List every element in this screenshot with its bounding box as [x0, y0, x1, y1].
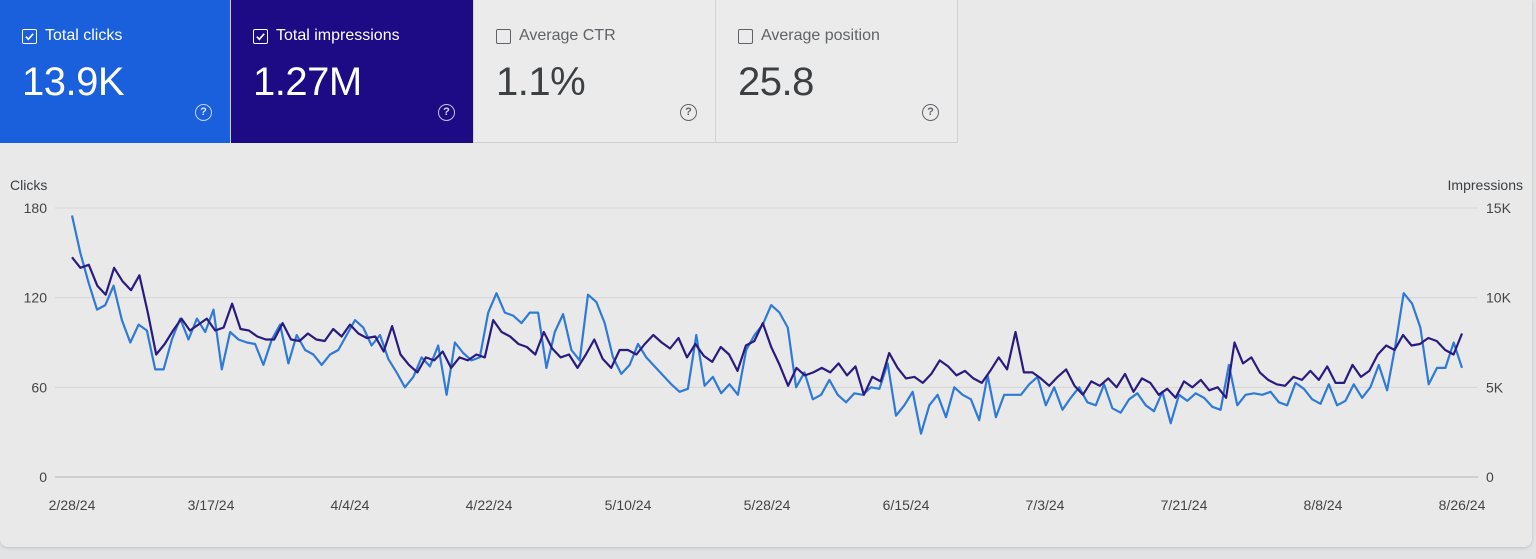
left-axis-tick: 60 [31, 379, 47, 395]
metric-card-average-ctr[interactable]: Average CTR 1.1% ? [474, 0, 716, 143]
x-axis-tick: 4/22/24 [466, 497, 513, 513]
help-icon[interactable]: ? [922, 104, 939, 121]
x-axis-tick: 5/10/24 [605, 497, 652, 513]
left-axis-tick: 0 [39, 469, 47, 485]
checkbox-total-impressions[interactable] [253, 28, 268, 44]
metric-value: 25.8 [738, 60, 814, 104]
checkbox-average-position[interactable] [738, 28, 753, 44]
metric-value: 13.9K [22, 60, 125, 104]
metric-value: 1.27M [253, 60, 362, 104]
help-icon[interactable]: ? [195, 104, 212, 121]
metric-label: Total impressions [276, 27, 400, 44]
metric-label: Average position [761, 27, 880, 44]
help-icon[interactable]: ? [438, 104, 455, 121]
metric-cards: Total clicks 13.9K ? Total impressions 1… [0, 0, 958, 143]
metric-label: Total clicks [45, 27, 123, 44]
x-axis-tick: 3/17/24 [188, 497, 235, 513]
left-axis-title: Clicks [10, 177, 47, 193]
metric-card-average-position[interactable]: Average position 25.8 ? [716, 0, 958, 143]
metric-card-total-impressions[interactable]: Total impressions 1.27M ? [231, 0, 474, 143]
right-axis-tick: 0 [1486, 469, 1494, 485]
left-axis-tick: 180 [24, 200, 48, 216]
x-axis-tick: 8/26/24 [1439, 497, 1486, 513]
right-axis-title: Impressions [1448, 177, 1523, 193]
metric-card-total-clicks[interactable]: Total clicks 13.9K ? [0, 0, 231, 143]
clicks-series-line [70, 215, 1464, 435]
x-axis-tick: 6/15/24 [883, 497, 930, 513]
right-axis-tick: 5K [1486, 379, 1504, 395]
right-axis-tick: 10K [1486, 290, 1512, 306]
x-axis-tick: 2/28/24 [49, 497, 96, 513]
right-axis-tick: 15K [1486, 200, 1512, 216]
left-axis-tick: 120 [24, 290, 48, 306]
checkbox-average-ctr[interactable] [496, 28, 511, 44]
x-axis-tick: 7/3/24 [1026, 497, 1065, 513]
impressions-series-line [71, 256, 1464, 399]
x-axis-tick: 8/8/24 [1304, 497, 1343, 513]
help-icon[interactable]: ? [680, 104, 697, 121]
x-axis-tick: 4/4/24 [331, 497, 370, 513]
metric-label: Average CTR [519, 27, 616, 44]
x-axis-tick: 5/28/24 [744, 497, 791, 513]
checkbox-total-clicks[interactable] [22, 28, 37, 44]
x-axis-tick: 7/21/24 [1161, 497, 1208, 513]
metric-value: 1.1% [496, 60, 586, 104]
